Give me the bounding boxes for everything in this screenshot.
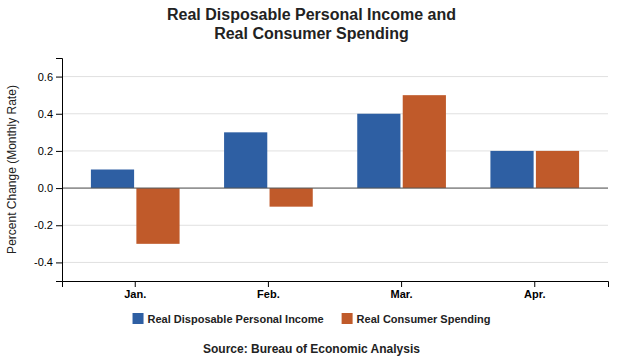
grid-line: [62, 262, 608, 263]
bar: [490, 151, 533, 188]
y-tick-mark: [56, 225, 62, 226]
x-tick-label: Apr.: [524, 288, 545, 300]
x-tick: Feb.: [257, 281, 280, 300]
title-line: Real Consumer Spending: [214, 25, 409, 42]
bar: [270, 188, 313, 207]
bar-series: [136, 95, 579, 244]
x-tick-mark: [135, 281, 136, 287]
legend-label: Real Disposable Personal Income: [148, 313, 324, 325]
legend: Real Disposable Personal Income Real Cons…: [133, 313, 491, 325]
bar: [91, 170, 134, 189]
y-tick-mark: [56, 114, 62, 115]
y-tick-mark: [56, 151, 62, 152]
bar: [224, 132, 267, 188]
grid-line: [62, 76, 608, 77]
grid: [62, 77, 608, 263]
y-tick-label: 0.0: [38, 182, 53, 194]
x-tick-mark: [268, 281, 269, 287]
bar: [136, 188, 179, 244]
y-tick: 0.4: [38, 108, 62, 120]
legend-label: Real Consumer Spending: [357, 313, 491, 325]
x-axis-line: [63, 282, 609, 288]
legend-item: Real Consumer Spending: [342, 313, 491, 325]
chart-svg: Real Disposable Personal Income and Real …: [0, 0, 623, 363]
y-tick-label: 0.6: [38, 71, 53, 83]
y-tick: -0.2: [34, 219, 62, 231]
y-axis: -0.4 -0.2 0.0 0.2 0.4 0.6: [34, 59, 62, 282]
y-tick: 0.6: [38, 71, 62, 83]
grid-line: [62, 188, 608, 189]
grid-line: [62, 113, 608, 114]
legend-swatch: [133, 313, 144, 324]
zero-line: [62, 188, 608, 189]
title-line: Real Disposable Personal Income and: [167, 6, 456, 23]
y-tick-label: -0.2: [34, 219, 53, 231]
y-tick-mark: [56, 262, 62, 263]
legend-swatch: [342, 313, 353, 324]
y-tick-label: -0.4: [34, 256, 53, 268]
chart-title: Real Disposable Personal Income and Real …: [167, 6, 456, 42]
bar: [403, 95, 446, 188]
y-tick-label: 0.2: [38, 145, 53, 157]
x-tick-mark: [534, 281, 535, 287]
y-tick: 0.0: [38, 182, 62, 194]
y-tick: -0.4: [34, 256, 62, 268]
x-tick-label: Jan.: [124, 288, 146, 300]
x-tick: Jan.: [124, 281, 146, 300]
y-tick-label: 0.4: [38, 108, 53, 120]
x-tick-mark: [401, 281, 402, 287]
x-tick-label: Feb.: [257, 288, 280, 300]
y-axis-line: [56, 59, 63, 282]
bar-series: [91, 114, 534, 188]
y-axis-title: Percent Change (Monthly Rate): [5, 85, 19, 254]
y-tick: 0.2: [38, 145, 62, 157]
y-tick-mark: [56, 188, 62, 189]
x-tick-label: Mar.: [391, 288, 413, 300]
x-tick: Apr.: [524, 281, 545, 300]
annotation: Source: Bureau of Economic Analysis: [203, 342, 420, 356]
plot-area: -0.4 -0.2 0.0 0.2 0.4 0.6 Jan. Feb. Mar. Apr.: [34, 59, 608, 300]
chart-container: Real Disposable Personal Income and Real …: [0, 0, 623, 363]
bars: [62, 95, 608, 244]
x-tick: Mar.: [391, 281, 413, 300]
legend-item: Real Disposable Personal Income: [133, 313, 324, 325]
bar: [357, 114, 400, 188]
x-axis: Jan. Feb. Mar. Apr.: [63, 281, 609, 300]
y-tick-mark: [56, 77, 62, 78]
bar: [536, 151, 579, 188]
